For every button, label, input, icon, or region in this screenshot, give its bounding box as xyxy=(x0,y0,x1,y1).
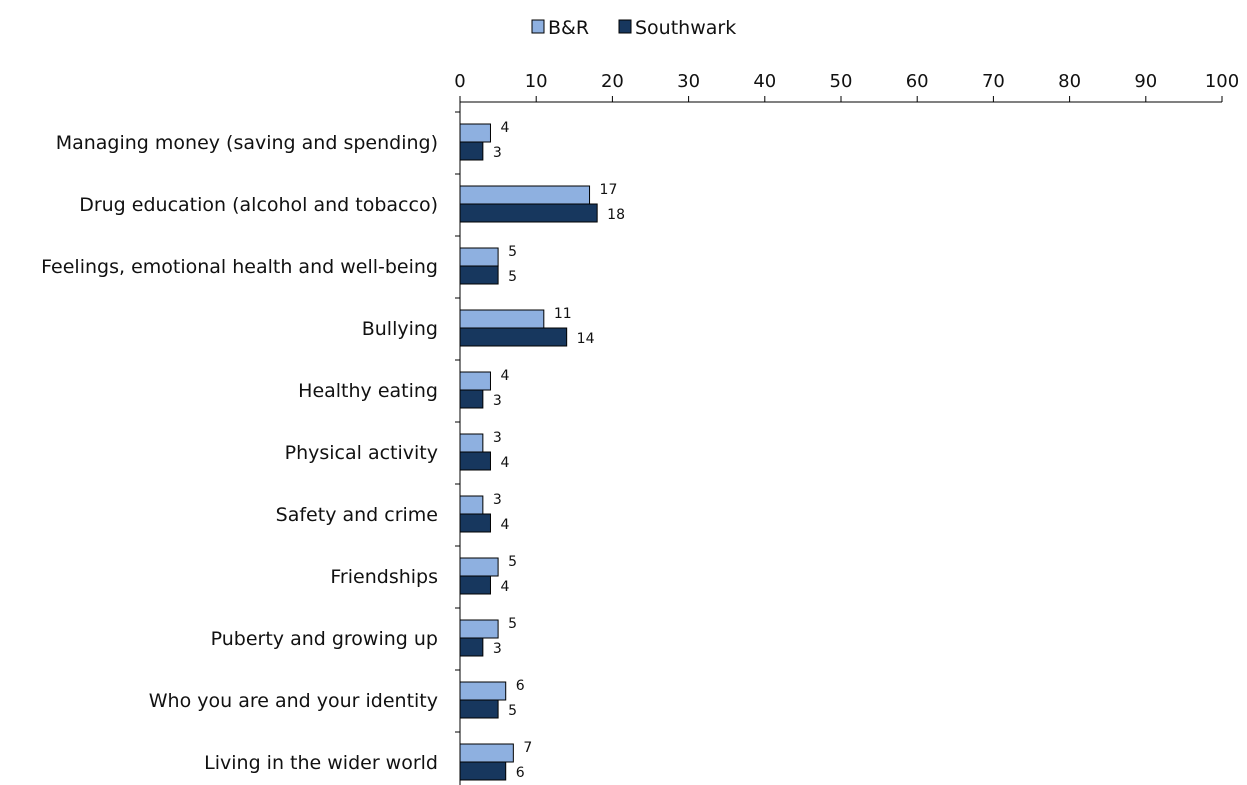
category-label: Physical activity xyxy=(285,442,438,464)
category-label: Healthy eating xyxy=(298,380,438,402)
bar-southwark xyxy=(459,141,484,161)
category-label: Puberty and growing up xyxy=(211,628,438,650)
bar-b-r xyxy=(459,495,484,515)
data-label: 4 xyxy=(500,455,509,471)
bar-southwark xyxy=(459,265,499,285)
category-label: Drug education (alcohol and tobacco) xyxy=(79,194,438,216)
bar-b-r xyxy=(459,185,591,205)
y-axis: Managing money (saving and spending) Drug… xyxy=(41,102,461,785)
x-tick-label: 60 xyxy=(906,71,929,92)
bar-southwark xyxy=(459,637,484,657)
category-label: Friendships xyxy=(330,566,438,588)
data-label: 4 xyxy=(500,120,509,136)
category-label: Managing money (saving and spending) xyxy=(56,132,438,154)
data-label: 4 xyxy=(500,368,509,384)
data-label: 6 xyxy=(516,678,525,694)
bar-southwark xyxy=(459,327,568,347)
category-label: Safety and crime xyxy=(276,504,438,526)
category-label: Bullying xyxy=(362,318,438,340)
x-tick-label: 40 xyxy=(753,71,776,92)
data-label: 3 xyxy=(493,145,502,161)
x-axis: 0 10 20 30 40 50 60 70 80 90 100 xyxy=(454,71,1239,103)
data-label: 5 xyxy=(508,616,517,632)
bar-b-r xyxy=(459,743,514,763)
x-tick-label: 30 xyxy=(677,71,700,92)
x-tick-label: 0 xyxy=(454,71,465,92)
data-label: 11 xyxy=(554,306,572,322)
bar-southwark xyxy=(459,451,491,471)
data-label: 5 xyxy=(508,244,517,260)
x-tick-label: 100 xyxy=(1205,71,1239,92)
x-tick-label: 90 xyxy=(1134,71,1157,92)
data-label: 3 xyxy=(493,492,502,508)
category-label: Who you are and your identity xyxy=(149,690,438,712)
legend-swatch xyxy=(618,19,632,34)
bar-b-r xyxy=(459,681,507,701)
legend-swatch xyxy=(531,19,545,34)
data-label: 4 xyxy=(500,517,509,533)
bar-b-r xyxy=(459,247,499,267)
data-label: 18 xyxy=(607,207,625,223)
data-label: 4 xyxy=(500,579,509,595)
category-label: Living in the wider world xyxy=(204,752,438,774)
data-label: 5 xyxy=(508,269,517,285)
x-tick-label: 80 xyxy=(1058,71,1081,92)
bar-b-r xyxy=(459,433,484,453)
chart-legend: B&R Southwark xyxy=(531,17,736,39)
data-label: 3 xyxy=(493,393,502,409)
bar-southwark xyxy=(459,389,484,409)
category-label: Feelings, emotional health and well-bein… xyxy=(41,256,438,278)
bar-b-r xyxy=(459,123,491,143)
data-label: 3 xyxy=(493,641,502,657)
bar-b-r xyxy=(459,309,545,329)
data-label: 17 xyxy=(600,182,618,198)
bar-southwark xyxy=(459,513,491,533)
x-tick-label: 50 xyxy=(830,71,853,92)
legend-label: Southwark xyxy=(635,17,736,39)
data-label: 7 xyxy=(523,740,532,756)
bar-b-r xyxy=(459,619,499,639)
x-tick-label: 70 xyxy=(982,71,1005,92)
data-label: 3 xyxy=(493,430,502,446)
x-tick-label: 20 xyxy=(601,71,624,92)
data-label: 14 xyxy=(577,331,595,347)
bar-b-r xyxy=(459,557,499,577)
legend-label: B&R xyxy=(548,17,589,39)
bar-southwark xyxy=(459,699,499,719)
data-label: 5 xyxy=(508,554,517,570)
bar-southwark xyxy=(459,761,507,781)
bar-southwark xyxy=(459,575,491,595)
data-label: 5 xyxy=(508,703,517,719)
x-tick-label: 10 xyxy=(525,71,548,92)
bar-b-r xyxy=(459,371,491,391)
bar-southwark xyxy=(459,203,598,223)
data-label: 6 xyxy=(516,765,525,781)
